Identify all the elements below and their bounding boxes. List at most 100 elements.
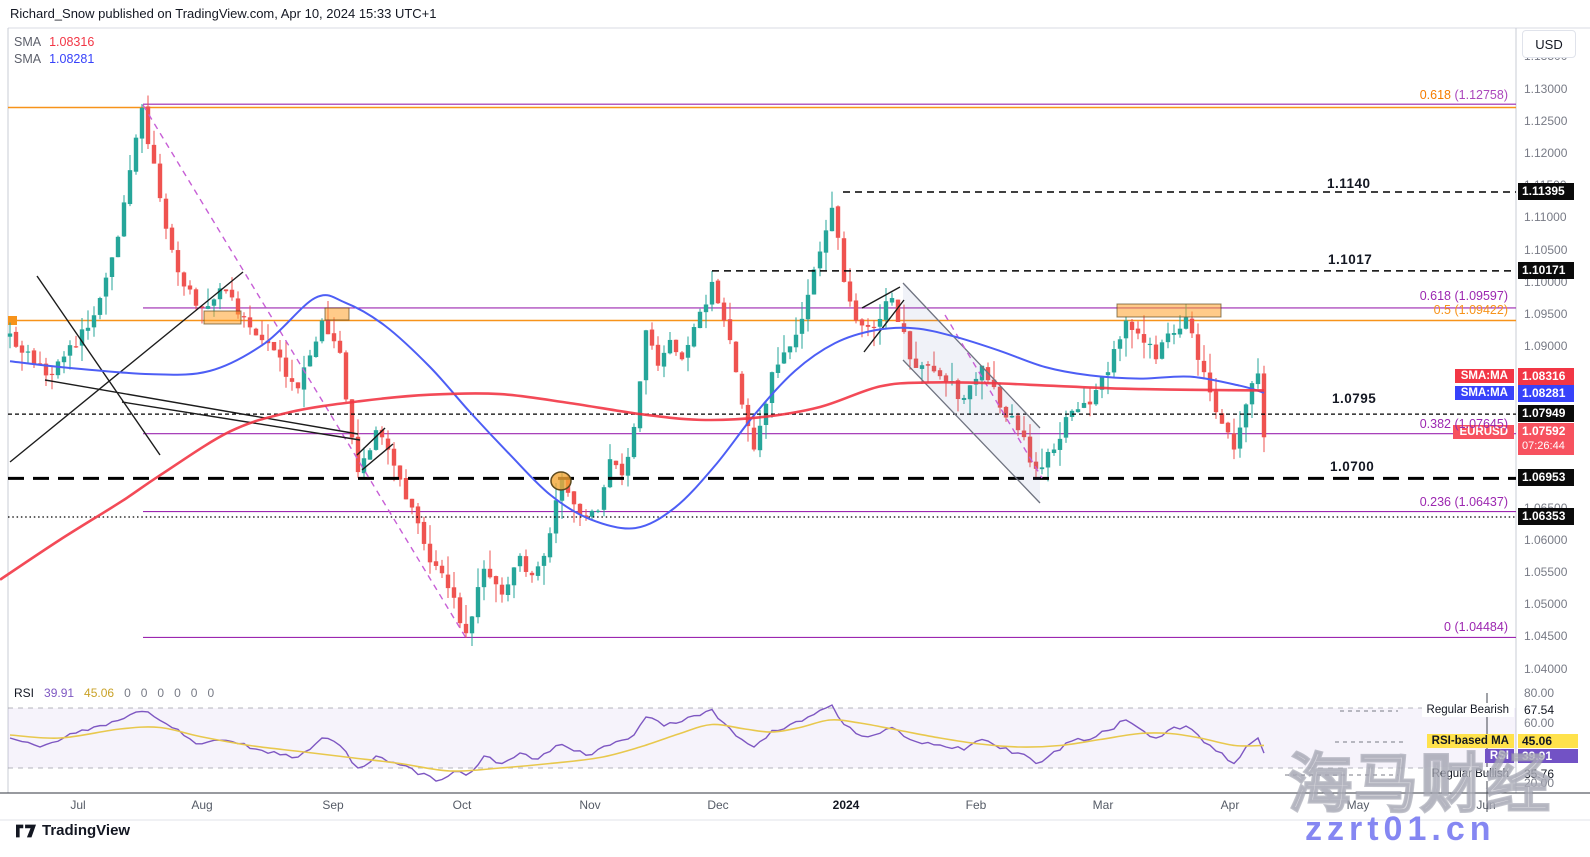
candle (97, 296, 103, 320)
rsi-legend[interactable]: RSI 39.91 45.06 000000 (14, 686, 224, 700)
candle (865, 318, 871, 337)
candle (955, 378, 961, 412)
candle (223, 289, 229, 294)
candle (7, 322, 13, 349)
candle (1063, 410, 1069, 443)
time-axis-label[interactable]: Nov (579, 798, 601, 812)
time-axis-label[interactable]: Mar (1092, 798, 1114, 812)
fib-trend-diagonal (142, 104, 467, 639)
candle (505, 576, 511, 602)
candle (607, 444, 613, 489)
candle (79, 317, 85, 362)
currency-unit-button[interactable]: USD (1522, 30, 1576, 58)
candle (1231, 418, 1237, 460)
fib-trend-diagonal (944, 314, 1043, 479)
rsi-divergence-flags: 000000 (124, 686, 225, 700)
candle (265, 324, 271, 352)
candle (1081, 387, 1087, 409)
candle (835, 205, 841, 250)
candle (1045, 448, 1051, 482)
trendline (361, 443, 394, 471)
time-axis-label[interactable]: Apr (1220, 798, 1240, 812)
candle (745, 398, 751, 442)
time-axis-label[interactable]: Aug (191, 798, 213, 812)
candle (541, 553, 547, 585)
candle (1171, 324, 1177, 345)
candle (331, 317, 337, 349)
candle (241, 312, 247, 328)
candle (931, 351, 937, 373)
candle (1195, 323, 1201, 376)
candle (1051, 443, 1057, 456)
candle (733, 341, 739, 373)
candle (547, 527, 553, 563)
candle (283, 340, 289, 388)
candle (379, 426, 385, 445)
indicator-legend: SMA 1.08316 SMA 1.08281 (14, 33, 94, 67)
time-axis-label[interactable]: 2024 (832, 798, 860, 812)
candle (457, 592, 463, 629)
candle (499, 577, 505, 603)
candle (529, 570, 535, 583)
candle (673, 339, 679, 356)
candle (451, 571, 457, 609)
candle (187, 280, 193, 295)
time-axis-label[interactable]: Dec (707, 798, 729, 812)
candle (1147, 337, 1153, 359)
candle (361, 447, 367, 480)
candle (799, 301, 805, 349)
candle (523, 549, 529, 577)
candle (583, 509, 589, 521)
candle (655, 336, 661, 372)
time-axis-label[interactable]: Jul (70, 798, 86, 812)
candle (337, 330, 343, 354)
time-axis-label[interactable]: Sep (322, 798, 344, 812)
sma-legend-row[interactable]: SMA 1.08281 (14, 50, 94, 67)
candle (1243, 403, 1249, 443)
rsi-ma-line (9, 719, 1265, 772)
candle (43, 357, 49, 387)
candle (967, 385, 973, 415)
supply-zone-box (324, 307, 350, 321)
candle (1135, 321, 1141, 340)
candle (1021, 416, 1027, 441)
candle (1255, 358, 1261, 389)
sma-value: 1.08281 (49, 51, 95, 66)
time-axis-label[interactable]: Jun (1476, 798, 1496, 812)
candle (1177, 315, 1183, 338)
rsi-band-fill (8, 708, 1516, 768)
candle (307, 349, 313, 367)
candle (877, 304, 883, 345)
sma-label: SMA (14, 34, 42, 49)
candle (937, 367, 943, 380)
candle (349, 399, 355, 445)
candle (205, 288, 211, 310)
candle (481, 560, 487, 601)
candle (403, 469, 409, 500)
candle (127, 154, 133, 207)
candle (925, 361, 931, 383)
candle (421, 516, 427, 551)
time-axis-label[interactable]: Feb (965, 798, 987, 812)
candle (109, 257, 115, 291)
candle (277, 340, 283, 372)
line-anchor-handle (8, 316, 17, 325)
candle (367, 448, 373, 460)
time-axis-label[interactable]: Oct (452, 798, 472, 812)
candle (1039, 448, 1045, 475)
candle (589, 509, 595, 520)
supply-zone-box (1116, 303, 1222, 318)
candle (1159, 339, 1165, 360)
sma-legend-row[interactable]: SMA 1.08316 (14, 33, 94, 50)
rsi-value: 39.91 (44, 686, 75, 700)
time-axis-label[interactable]: May (1346, 798, 1370, 812)
candle (115, 235, 121, 258)
candle (103, 272, 109, 315)
rsi-ma-value: 45.06 (84, 686, 115, 700)
candle (157, 153, 163, 202)
candle (343, 350, 349, 402)
candle (145, 95, 151, 149)
tradingview-logo[interactable]: TradingView (16, 822, 130, 839)
candle (37, 351, 43, 365)
